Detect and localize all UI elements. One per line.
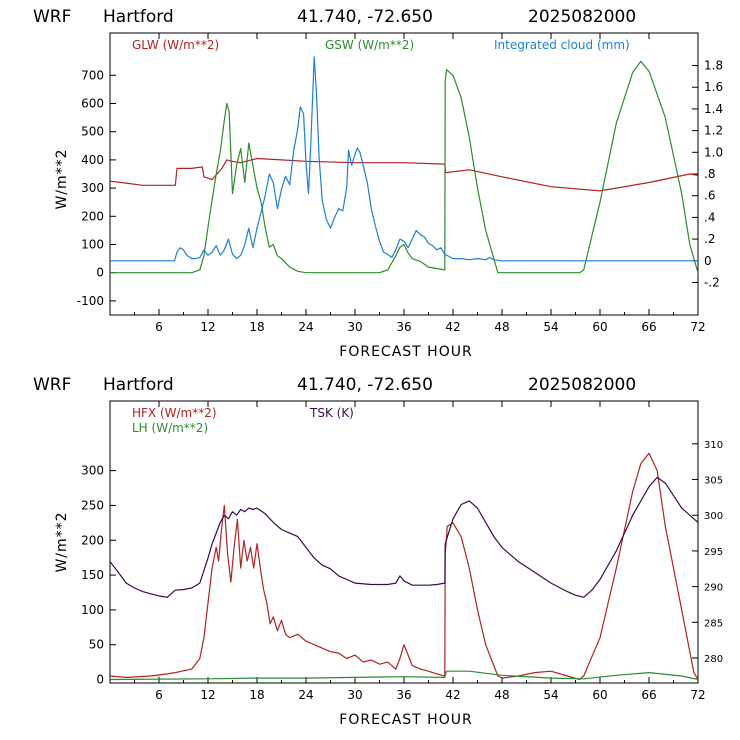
legend-gsw: GSW (W/m**2)	[325, 38, 414, 52]
x-tick-label: 36	[396, 688, 411, 702]
y-tick-label: 0	[96, 266, 104, 280]
y2-tick-label: 310	[704, 440, 723, 451]
y2-tick-label: 1.8	[704, 59, 723, 73]
x-axis-ticks-2: 6 12 18 24 30 36 42 48 54 60 66 72	[134, 401, 706, 702]
y2-tick-label: 1.4	[704, 102, 723, 116]
x-tick-label: 24	[298, 688, 313, 702]
series-line-tsk-2	[109, 476, 699, 598]
chart-title-coords-2: 41.740, -72.650	[297, 375, 433, 395]
y-tick-label: 0	[96, 673, 104, 687]
x-tick-label: 72	[690, 688, 705, 702]
legend-cloud: Integrated cloud (mm)	[494, 38, 630, 52]
y2-tick-label: .4	[704, 210, 715, 224]
x-tick-label: 66	[641, 688, 656, 702]
x-tick-label: 24	[298, 320, 313, 334]
y-tick-label: 50	[89, 638, 104, 652]
x-tick-label: 66	[641, 320, 656, 334]
x-tick-label: 36	[396, 320, 411, 334]
chart-title-location: Hartford	[103, 7, 174, 27]
x-tick-label: 42	[445, 320, 460, 334]
x-tick-label: 30	[347, 688, 362, 702]
x-tick-label: 60	[592, 688, 607, 702]
x-tick-label: 72	[690, 320, 705, 334]
y2-tick-label: 305	[704, 476, 723, 487]
y2-tick-label: 1.2	[704, 124, 723, 138]
y-tick-label: 200	[81, 533, 104, 547]
x-tick-label: 12	[200, 688, 215, 702]
y-tick-label: 100	[81, 603, 104, 617]
chart-title-run: 2025082000	[528, 7, 636, 27]
y-axis-ticks-2: 0 50 100 150 200 250 300	[81, 464, 116, 687]
y2-tick-label: .6	[704, 189, 715, 203]
x-tick-label: 30	[347, 320, 362, 334]
x-tick-label: 18	[249, 320, 264, 334]
x-tick-label: 60	[592, 320, 607, 334]
x-tick-label: 6	[155, 688, 163, 702]
chart-title-run-2: 2025082000	[528, 375, 636, 395]
x-tick-label: 54	[543, 688, 558, 702]
chart-title-model: WRF	[33, 7, 71, 27]
chart-panel-top: WRF Hartford 41.740, -72.650 2025082000 …	[33, 7, 723, 360]
x-axis-label-2: FORECAST HOUR	[339, 712, 472, 728]
series-lines	[109, 56, 699, 274]
y2-tick-label: 285	[704, 618, 723, 629]
x-tick-label: 48	[494, 320, 509, 334]
series-line-gsw	[110, 60, 699, 274]
y-axis-label-2: W/m**2	[54, 511, 70, 572]
series-line-hfx-2	[109, 452, 699, 681]
legend-lh: LH (W/m**2)	[132, 421, 208, 435]
y-axis-ticks: -100 0 100 200 300 400 500 600 700	[77, 68, 116, 308]
legend-tsk: TSK (K)	[309, 406, 354, 420]
x-axis-label: FORECAST HOUR	[339, 344, 472, 360]
y2-axis-ticks: -.2 0 .2 .4 .6 .8 1.0 1.2 1.4 1.6 1.8	[692, 59, 723, 289]
x-axis-ticks: 6 12 18 24 30 36 42 48 54 60 66 72	[134, 33, 706, 334]
x-tick-label: 18	[249, 688, 264, 702]
y2-tick-label: .8	[704, 167, 715, 181]
y-tick-label: 150	[81, 568, 104, 582]
y2-tick-label: 300	[704, 511, 723, 522]
chart-title-coords: 41.740, -72.650	[297, 7, 433, 27]
y2-tick-label: 295	[704, 547, 723, 558]
plot-frame	[109, 32, 699, 316]
x-tick-label: 42	[445, 688, 460, 702]
x-tick-label: 6	[155, 320, 163, 334]
legend-glw: GLW (W/m**2)	[132, 38, 219, 52]
y-tick-label: 700	[81, 68, 104, 82]
y-tick-label: 500	[81, 125, 104, 139]
y2-tick-label: 280	[704, 654, 723, 665]
y-tick-label: 100	[81, 238, 104, 252]
series-lines-2	[109, 452, 699, 681]
y2-tick-label: 1.0	[704, 145, 723, 159]
x-tick-label: 12	[200, 320, 215, 334]
y2-tick-label: .2	[704, 232, 715, 246]
y2-tick-label: 290	[704, 583, 723, 594]
y2-tick-label: -.2	[704, 275, 720, 289]
y-tick-label: 300	[81, 464, 104, 478]
series-line-lh-2	[109, 670, 699, 681]
y-tick-label: -100	[77, 294, 104, 308]
y2-tick-label: 0	[704, 254, 712, 268]
series-line-glw	[109, 157, 699, 192]
y-axis-label: W/m**2	[54, 148, 70, 209]
plot-frame-2	[109, 400, 699, 684]
chart-panel-bottom: WRF Hartford 41.740, -72.650 2025082000 …	[33, 375, 723, 728]
y-tick-label: 300	[81, 181, 104, 195]
chart-title-location-2: Hartford	[103, 375, 174, 395]
x-tick-label: 54	[543, 320, 558, 334]
y-tick-label: 250	[81, 498, 104, 512]
y-tick-label: 200	[81, 209, 104, 223]
y-tick-label: 600	[81, 97, 104, 111]
chart-title-model-2: WRF	[33, 375, 71, 395]
x-tick-label: 48	[494, 688, 509, 702]
y-tick-label: 400	[81, 153, 104, 167]
legend-hfx: HFX (W/m**2)	[132, 406, 217, 420]
series-line-integrated	[110, 56, 698, 262]
y2-tick-label: 1.6	[704, 80, 723, 94]
y2-axis-ticks-2: 280 285 290 295 300 305 310	[692, 440, 723, 665]
